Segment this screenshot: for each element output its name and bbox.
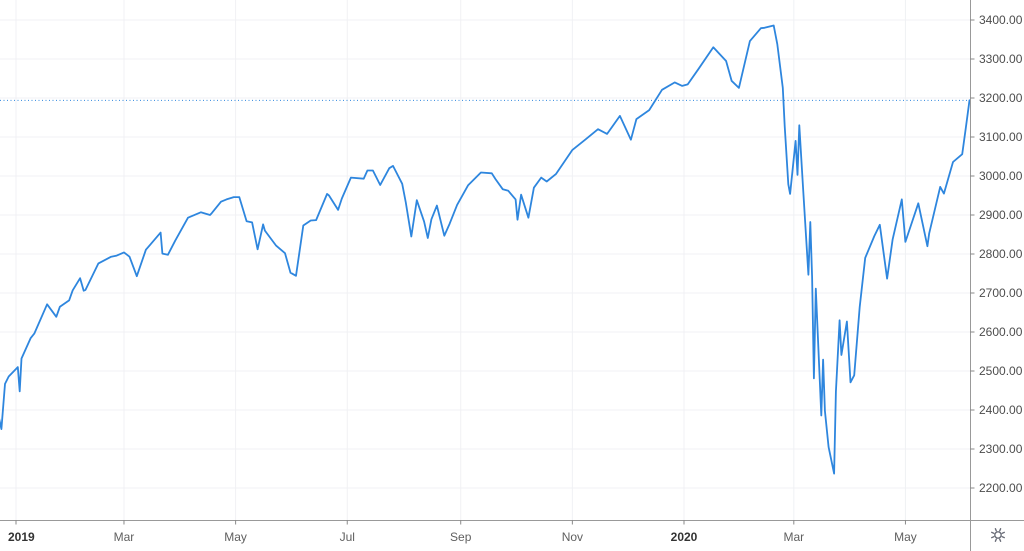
time-axis-year-label: 2020	[671, 530, 698, 544]
price-axis-label: 2900.00	[979, 208, 1023, 222]
axis-settings-button[interactable]	[984, 523, 1012, 547]
price-axis-label: 2500.00	[979, 364, 1023, 378]
price-axis-label: 3300.00	[979, 52, 1023, 66]
time-axis-month-label: Mar	[114, 530, 135, 544]
time-axis-month-label: May	[224, 530, 247, 544]
time-axis-month-label: Mar	[783, 530, 804, 544]
price-axis-label: 2200.00	[979, 481, 1023, 495]
price-axis[interactable]	[970, 0, 1024, 520]
price-axis-label: 2800.00	[979, 247, 1023, 261]
price-axis-label: 3100.00	[979, 130, 1023, 144]
price-axis-label: 3200.00	[979, 91, 1023, 105]
time-axis-month-label: Nov	[562, 530, 583, 544]
chart-plot-area[interactable]	[0, 0, 970, 520]
price-line-series	[0, 24, 971, 475]
gridlines	[0, 0, 970, 520]
price-axis-label: 2600.00	[979, 325, 1023, 339]
time-axis-month-label: Sep	[450, 530, 472, 544]
price-axis-label: 3400.00	[979, 13, 1023, 27]
price-axis-label: 2300.00	[979, 442, 1023, 456]
time-axis-year-label: 2019	[8, 530, 35, 544]
price-axis-label: 2700.00	[979, 286, 1023, 300]
gear-icon	[991, 528, 1005, 542]
time-axis-month-label: May	[894, 530, 917, 544]
price-axis-label: 2400.00	[979, 403, 1023, 417]
axis-labels: 2019 Mar May Jul Sep Nov 2020 Mar May 3400.00 3300…	[8, 13, 1023, 544]
price-axis-label: 3000.00	[979, 169, 1023, 183]
price-series	[0, 24, 971, 475]
time-axis-month-label: Jul	[340, 530, 355, 544]
time-axis[interactable]	[0, 520, 970, 551]
